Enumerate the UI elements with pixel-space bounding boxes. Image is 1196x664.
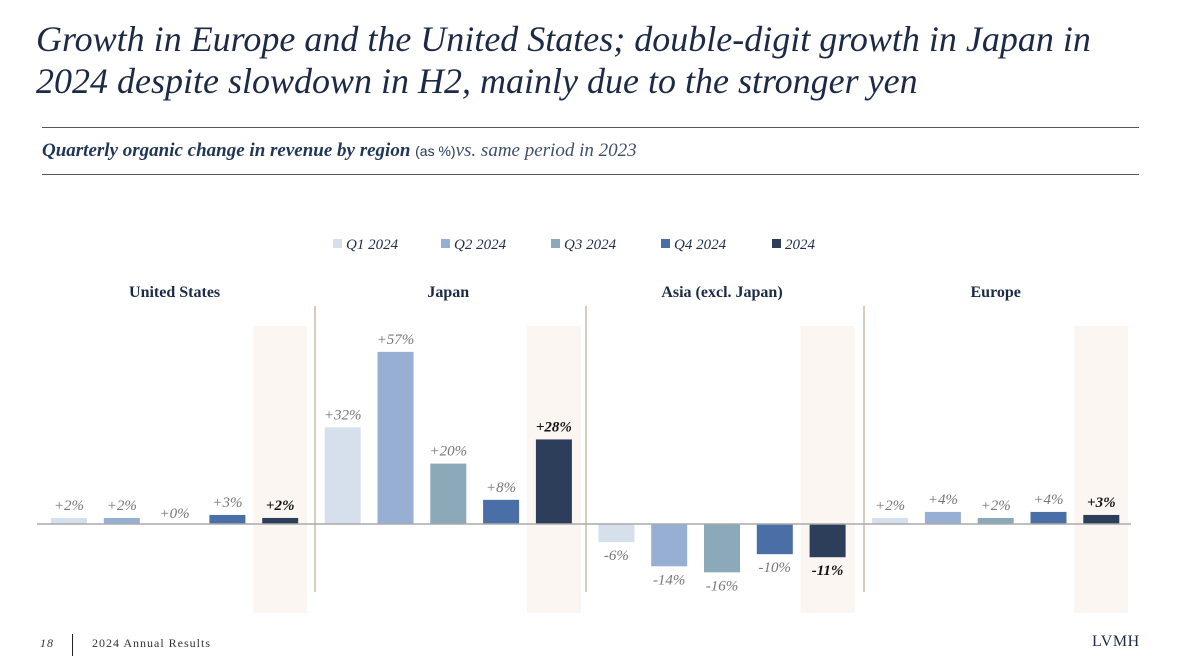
region-title: Europe xyxy=(971,284,1021,301)
bar xyxy=(377,351,414,524)
legend-label: Q4 2024 xyxy=(674,237,727,253)
data-label: +2% xyxy=(107,498,137,514)
bar xyxy=(430,463,467,524)
data-label: +0% xyxy=(160,506,190,522)
bar xyxy=(598,524,635,543)
bar xyxy=(51,517,87,524)
bar xyxy=(103,517,140,524)
page-title: Growth in Europe and the United States; … xyxy=(36,19,1091,101)
data-label: -14% xyxy=(653,572,686,588)
legend-swatch xyxy=(772,239,781,248)
legend-swatch xyxy=(551,239,560,248)
bar xyxy=(209,514,246,524)
data-label: +3% xyxy=(1087,495,1116,511)
bar xyxy=(756,524,793,555)
legend-swatch xyxy=(441,239,450,248)
legend-swatch xyxy=(661,239,670,248)
footer-separator xyxy=(72,634,73,656)
data-label: +2% xyxy=(266,498,295,514)
data-label: -16% xyxy=(706,578,739,594)
data-label: +28% xyxy=(536,419,572,435)
footer-label: 2024 Annual Results xyxy=(92,636,212,650)
legend-label: Q1 2024 xyxy=(346,237,399,253)
bar xyxy=(872,517,909,524)
page-number: 18 xyxy=(40,636,54,650)
bar xyxy=(977,517,1014,524)
highlight-band xyxy=(800,326,855,613)
bar xyxy=(651,524,688,567)
region-title: Asia (excl. Japan) xyxy=(661,284,782,301)
bar xyxy=(809,524,846,558)
divider-top xyxy=(42,127,1139,128)
data-label: +32% xyxy=(324,407,362,423)
data-label: +8% xyxy=(486,480,516,496)
bar xyxy=(262,517,299,524)
region-title: Japan xyxy=(427,284,469,301)
legend-label: Q3 2024 xyxy=(564,237,617,253)
data-label: +2% xyxy=(875,498,905,514)
highlight-band xyxy=(253,326,308,613)
bar xyxy=(324,427,361,524)
data-label: +20% xyxy=(429,444,467,460)
data-label: -10% xyxy=(759,560,792,576)
data-label: +4% xyxy=(1033,492,1063,508)
chart-subtitle: Quarterly organic change in revenue by r… xyxy=(42,140,637,162)
bar xyxy=(535,439,572,524)
data-label: -6% xyxy=(604,548,629,564)
data-label: +2% xyxy=(54,498,84,514)
data-label: +2% xyxy=(981,498,1011,514)
bar xyxy=(924,511,961,524)
divider-bottom xyxy=(42,174,1139,175)
subtitle-unit: (as %) xyxy=(415,143,456,159)
data-label: +4% xyxy=(928,492,958,508)
bar xyxy=(483,499,520,524)
legend-swatch xyxy=(333,239,342,248)
data-label: +3% xyxy=(212,495,242,511)
data-label: +57% xyxy=(377,332,415,348)
bar xyxy=(1030,511,1067,524)
highlight-band xyxy=(1074,326,1129,613)
legend-label: 2024 xyxy=(785,237,816,253)
data-label: -11% xyxy=(812,563,844,579)
subtitle-rest: vs. same period in 2023 xyxy=(455,140,637,161)
brand-logo: LVMH xyxy=(1092,633,1140,650)
bar xyxy=(1083,514,1120,524)
legend-label: Q2 2024 xyxy=(454,237,507,253)
bar xyxy=(704,524,740,573)
subtitle-bold: Quarterly organic change in revenue by r… xyxy=(42,140,411,161)
region-title: United States xyxy=(129,284,220,301)
